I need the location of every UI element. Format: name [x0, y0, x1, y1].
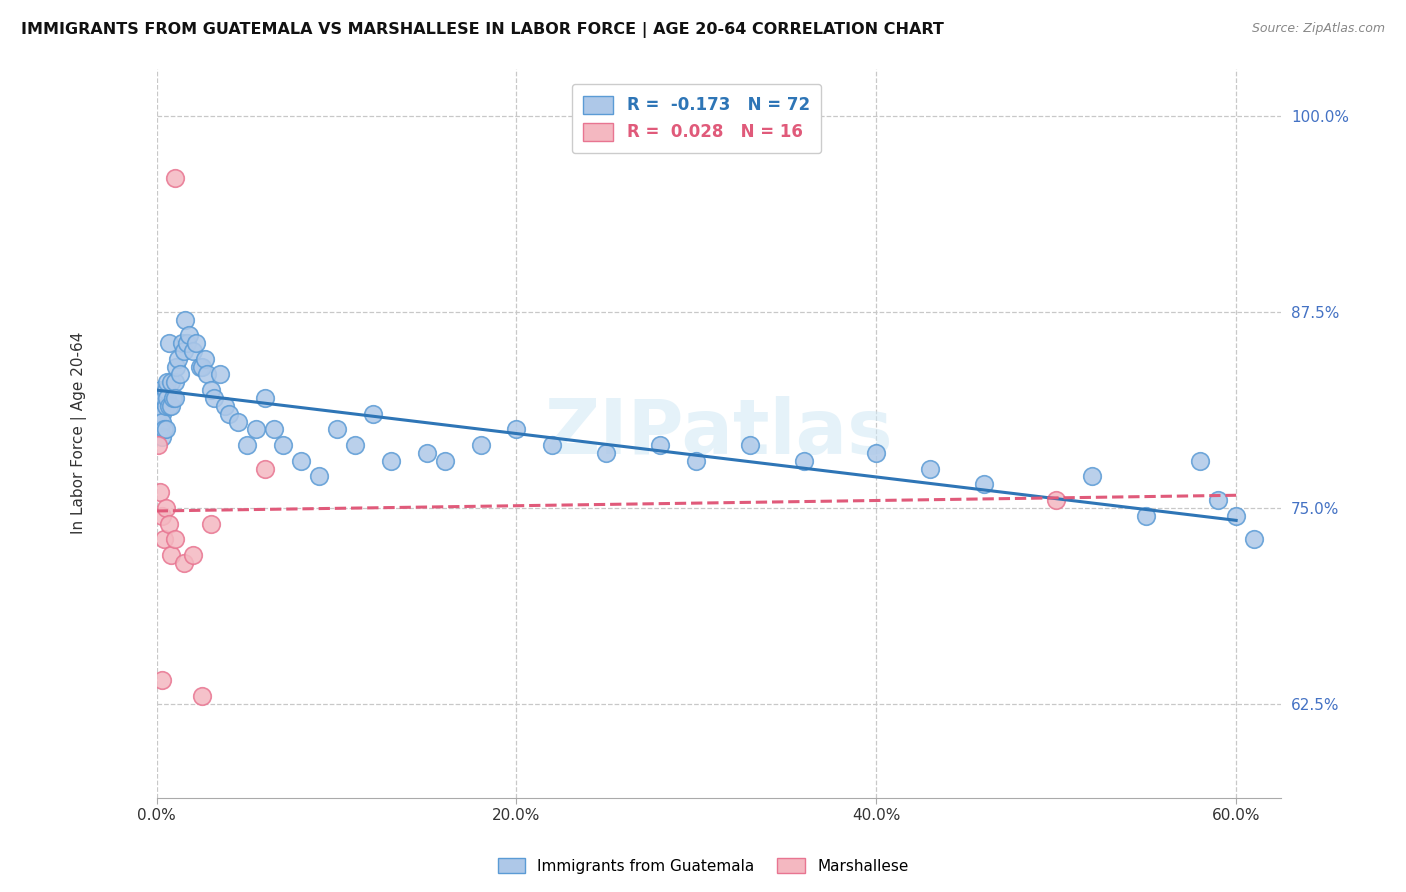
- Legend: R =  -0.173   N = 72, R =  0.028   N = 16: R = -0.173 N = 72, R = 0.028 N = 16: [571, 84, 821, 153]
- Point: [541, 438, 564, 452]
- Point: [200, 516, 222, 531]
- Point: [1206, 493, 1229, 508]
- Point: [149, 485, 172, 500]
- Point: [150, 673, 173, 688]
- Point: [167, 351, 190, 366]
- Point: [190, 689, 212, 703]
- Point: [1135, 508, 1157, 523]
- Text: Source: ZipAtlas.com: Source: ZipAtlas.com: [1251, 22, 1385, 36]
- Point: [188, 359, 211, 374]
- Point: [155, 500, 177, 515]
- Point: [148, 438, 170, 452]
- Point: [166, 359, 188, 374]
- Point: [253, 391, 276, 405]
- Point: [595, 446, 617, 460]
- Point: [470, 438, 492, 452]
- Point: [505, 422, 527, 436]
- Point: [157, 516, 180, 531]
- Point: [245, 422, 267, 436]
- Point: [415, 446, 437, 460]
- Point: [190, 359, 212, 374]
- Point: [325, 422, 347, 436]
- Point: [149, 399, 172, 413]
- Point: [361, 407, 384, 421]
- Point: [173, 556, 195, 570]
- Point: [200, 383, 222, 397]
- Point: [149, 383, 172, 397]
- Point: [148, 407, 170, 421]
- Point: [433, 454, 456, 468]
- Point: [160, 548, 183, 562]
- Point: [160, 376, 183, 390]
- Point: [226, 415, 249, 429]
- Point: [170, 336, 193, 351]
- Point: [176, 336, 198, 351]
- Point: [865, 446, 887, 460]
- Point: [208, 368, 231, 382]
- Point: [271, 438, 294, 452]
- Point: [973, 477, 995, 491]
- Point: [177, 328, 200, 343]
- Point: [202, 391, 225, 405]
- Point: [685, 454, 707, 468]
- Point: [1225, 508, 1247, 523]
- Point: [163, 376, 186, 390]
- Point: [186, 336, 208, 351]
- Point: [174, 312, 197, 326]
- Point: [343, 438, 366, 452]
- Point: [1189, 454, 1212, 468]
- Point: [162, 391, 184, 405]
- Point: [160, 399, 183, 413]
- Point: [195, 368, 218, 382]
- Point: [740, 438, 762, 452]
- Point: [263, 422, 285, 436]
- Point: [163, 532, 186, 546]
- Point: [153, 391, 176, 405]
- Point: [155, 399, 177, 413]
- Point: [1081, 469, 1104, 483]
- Point: [155, 422, 177, 436]
- Point: [150, 430, 173, 444]
- Point: [163, 391, 186, 405]
- Point: [181, 548, 204, 562]
- Point: [194, 351, 217, 366]
- Point: [214, 399, 236, 413]
- Text: ZIPatlas: ZIPatlas: [544, 396, 893, 470]
- Point: [157, 399, 180, 413]
- Point: [308, 469, 330, 483]
- Point: [380, 454, 402, 468]
- Point: [1045, 493, 1067, 508]
- Point: [181, 343, 204, 358]
- Point: [155, 383, 177, 397]
- Point: [148, 391, 170, 405]
- Point: [650, 438, 672, 452]
- Point: [149, 422, 172, 436]
- Point: [920, 461, 942, 475]
- Point: [218, 407, 240, 421]
- Point: [235, 438, 257, 452]
- Point: [153, 532, 176, 546]
- Point: [150, 508, 173, 523]
- Point: [157, 336, 180, 351]
- Point: [169, 368, 191, 382]
- Point: [153, 422, 176, 436]
- Point: [173, 343, 195, 358]
- Point: [290, 454, 312, 468]
- Legend: Immigrants from Guatemala, Marshallese: Immigrants from Guatemala, Marshallese: [491, 852, 915, 880]
- Point: [253, 461, 276, 475]
- Text: IMMIGRANTS FROM GUATEMALA VS MARSHALLESE IN LABOR FORCE | AGE 20-64 CORRELATION : IMMIGRANTS FROM GUATEMALA VS MARSHALLESE…: [21, 22, 943, 38]
- Point: [150, 407, 173, 421]
- Point: [793, 454, 815, 468]
- Point: [1243, 532, 1265, 546]
- Point: [163, 171, 186, 186]
- Point: [156, 376, 179, 390]
- Y-axis label: In Labor Force | Age 20-64: In Labor Force | Age 20-64: [72, 332, 87, 534]
- Point: [156, 391, 179, 405]
- Point: [150, 415, 173, 429]
